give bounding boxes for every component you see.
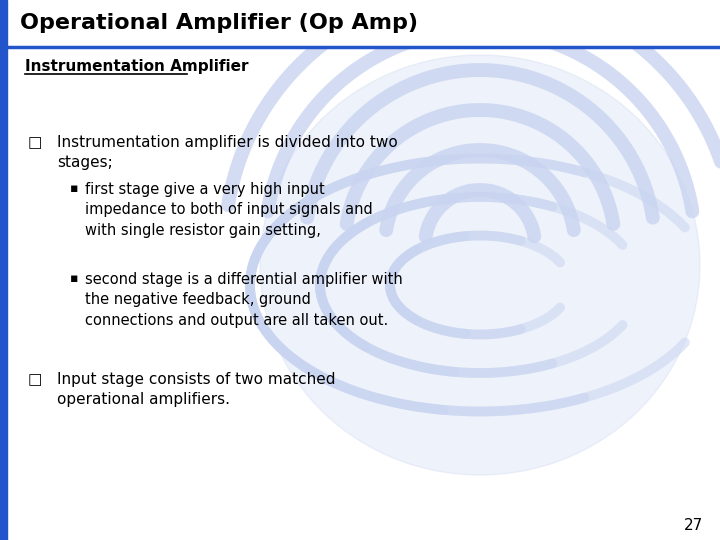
Text: second stage is a differential amplifier with
the negative feedback, ground
conn: second stage is a differential amplifier… xyxy=(85,272,402,328)
Text: ▪: ▪ xyxy=(70,272,78,285)
Text: □: □ xyxy=(28,372,42,387)
Ellipse shape xyxy=(260,55,700,475)
Text: Instrumentation Amplifier: Instrumentation Amplifier xyxy=(25,59,248,75)
Text: 27: 27 xyxy=(684,517,703,532)
Text: Instrumentation amplifier is divided into two
stages;: Instrumentation amplifier is divided int… xyxy=(57,135,397,171)
Text: Operational Amplifier (Op Amp): Operational Amplifier (Op Amp) xyxy=(20,13,418,33)
Text: first stage give a very high input
impedance to both of input signals and
with s: first stage give a very high input imped… xyxy=(85,182,373,238)
Bar xyxy=(0,0,720,46)
Bar xyxy=(0,0,7,540)
Text: Input stage consists of two matched
operational amplifiers.: Input stage consists of two matched oper… xyxy=(57,372,336,407)
Text: □: □ xyxy=(28,135,42,150)
Text: ▪: ▪ xyxy=(70,182,78,195)
